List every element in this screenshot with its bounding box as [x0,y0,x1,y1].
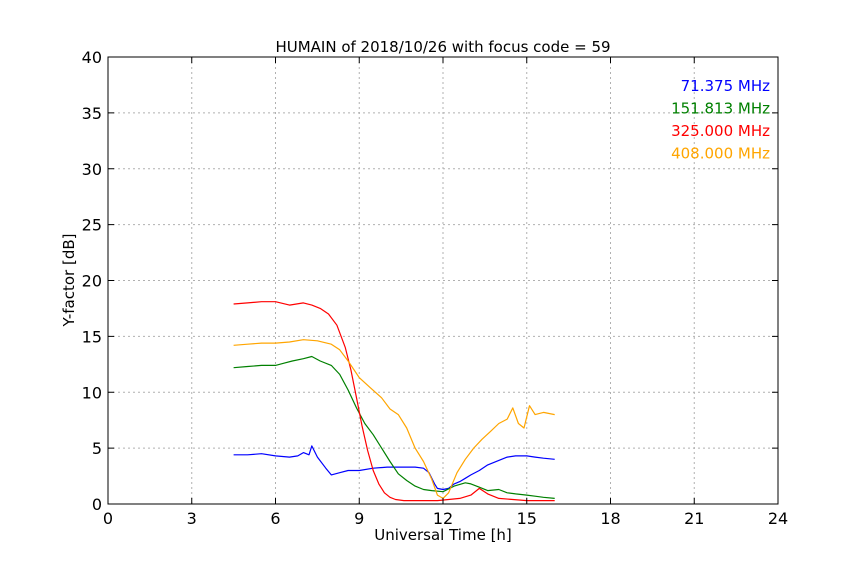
x-tick-label: 21 [684,509,704,528]
grid [108,57,778,504]
y-tick-label: 30 [82,160,102,179]
x-tick-label: 24 [768,509,788,528]
legend: 71.375 MHz 151.813 MHz 325.000 MHz 408.000 … [671,77,770,163]
y-tick-label: 10 [82,383,102,402]
legend-entry-151-813-mhz: 151.813 MHz [671,100,770,118]
x-tick-label: 15 [517,509,537,528]
y-tick-label: 5 [92,439,102,458]
y-tick-label: 25 [82,216,102,235]
y-tick-label: 0 [92,495,102,514]
y-tick-label: 35 [82,104,102,123]
x-tick-label: 0 [103,509,113,528]
series-line-71-375-mhz [233,445,555,491]
y-tick-label: 40 [82,48,102,67]
y-axis-label: Y-factor [dB] [60,233,78,327]
ticks: 0 3 6 9 12 15 18 21 24 0 5 10 15 20 25 30 35 40 [82,48,789,528]
x-tick-label: 9 [354,509,364,528]
chart-title: HUMAIN of 2018/10/26 with focus code = 5… [275,38,610,56]
series-line-151-813-mhz [233,355,555,499]
series-line-408-000-mhz [233,339,555,499]
legend-entry-325-000-mhz: 325.000 MHz [671,122,770,140]
x-axis-label: Universal Time [h] [374,526,512,544]
x-tick-label: 18 [600,509,620,528]
y-tick-label: 15 [82,327,102,346]
x-tick-label: 6 [270,509,280,528]
x-tick-label: 3 [187,509,197,528]
series-line-325-000-mhz [233,301,555,502]
x-tick-label: 12 [433,509,453,528]
y-tick-label: 20 [82,272,102,291]
series-group [233,301,555,502]
legend-entry-71-375-mhz: 71.375 MHz [681,77,770,95]
legend-entry-408-000-mhz: 408.000 MHz [671,145,770,163]
